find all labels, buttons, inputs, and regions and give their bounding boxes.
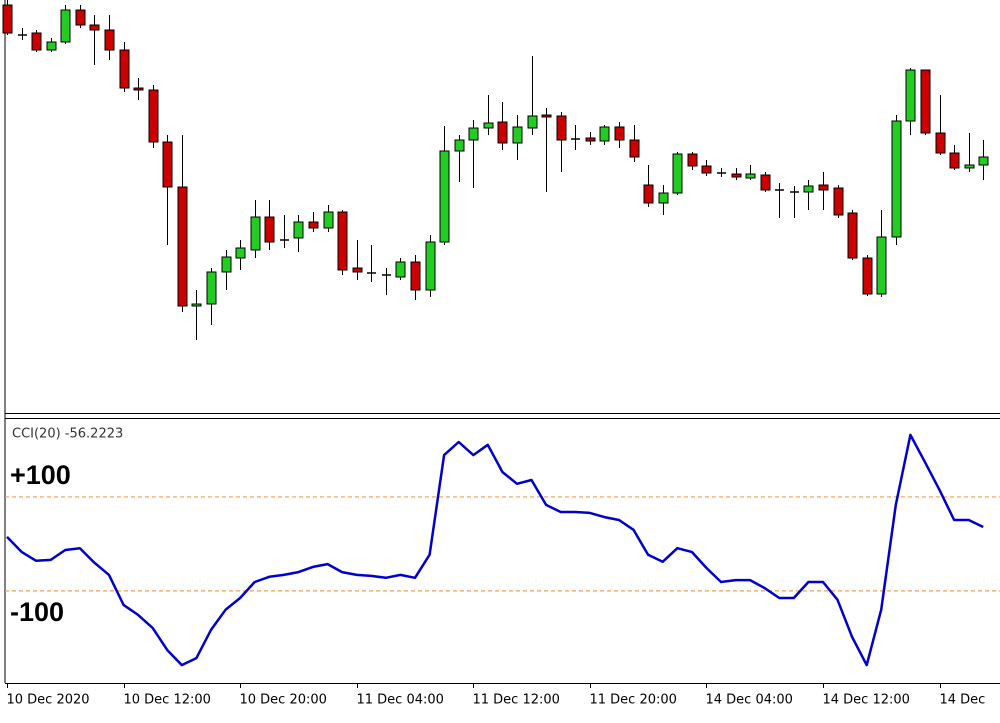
level-label: -100 (10, 597, 64, 627)
x-tick-label: 14 Dec (940, 693, 986, 708)
x-tick-label: 11 Dec 20:00 (590, 693, 677, 708)
level-label: +100 (10, 460, 71, 490)
candle-body (614, 126, 625, 141)
candle-body (497, 121, 508, 144)
candle-body (468, 127, 479, 141)
candle-body (964, 164, 975, 169)
candle-body (352, 267, 363, 273)
candle-body (905, 69, 916, 122)
x-tick-label: 14 Dec 04:00 (706, 693, 793, 708)
candle-body (133, 87, 144, 91)
candle-body (847, 212, 858, 259)
candle-body (585, 137, 596, 142)
x-tick-label: 10 Dec 12:00 (124, 693, 211, 708)
candle-body (629, 139, 640, 158)
candle-body (293, 221, 304, 239)
candle-body (760, 174, 771, 191)
candle-body (221, 256, 232, 273)
candle-body (337, 211, 348, 271)
candle-body (425, 241, 436, 291)
candle-body (395, 261, 406, 278)
candle-body (556, 115, 567, 141)
candle-body (672, 153, 683, 194)
indicator-title: CCI(20) -56.2223 (12, 427, 123, 442)
candle-body (410, 261, 421, 291)
candle-body (31, 32, 42, 51)
candle-body (833, 187, 844, 216)
candle-body (119, 49, 130, 89)
candle-body (658, 192, 669, 204)
cci-line (6, 433, 984, 667)
candle-body (731, 173, 742, 178)
candle-body (920, 69, 931, 134)
x-tick-label: 14 Dec 12:00 (823, 693, 910, 708)
candle-body (803, 185, 814, 193)
x-tick-label: 10 Dec 20:00 (240, 693, 327, 708)
candle-body (701, 165, 712, 174)
candle-body (104, 29, 115, 51)
candle-body (2, 4, 13, 34)
candle-body (323, 211, 334, 229)
candle-body (978, 156, 989, 166)
candle-body (308, 221, 319, 229)
candle-body (876, 236, 887, 295)
candle-body (148, 89, 159, 143)
candle-body (439, 150, 450, 243)
candle-body (60, 9, 71, 43)
candle-body (599, 126, 610, 142)
candle-body (862, 257, 873, 295)
candle-body (250, 216, 261, 251)
candle-body (46, 41, 57, 51)
candle-body (745, 173, 756, 179)
candle-body (235, 247, 246, 259)
candle-body (206, 271, 217, 305)
candle-body (162, 141, 173, 188)
candle-body (818, 184, 829, 191)
candle-body (541, 114, 552, 118)
candle-body (935, 132, 946, 154)
candle-body (643, 184, 654, 204)
candle-body (264, 216, 275, 243)
candle-body (454, 139, 465, 152)
candle-body (89, 24, 100, 31)
x-tick-label: 11 Dec 04:00 (357, 693, 444, 708)
candle-body (891, 120, 902, 238)
x-tick-label: 11 Dec 12:00 (473, 693, 560, 708)
candle-body (527, 115, 538, 129)
candle-body (177, 186, 188, 307)
candle-body (512, 126, 523, 144)
candle-body (75, 9, 86, 26)
x-tick-label: 10 Dec 2020 (7, 693, 90, 708)
candle-body (687, 153, 698, 167)
candle-body (949, 152, 960, 169)
candle-body (191, 303, 202, 307)
candle-body (483, 122, 494, 129)
